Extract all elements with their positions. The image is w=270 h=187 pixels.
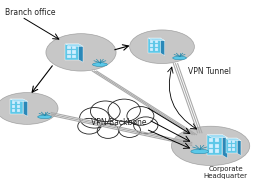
Bar	[65, 44, 79, 60]
Polygon shape	[79, 44, 83, 62]
Circle shape	[108, 99, 140, 122]
Bar	[215, 138, 219, 142]
Polygon shape	[23, 99, 28, 116]
Circle shape	[80, 108, 109, 128]
Bar	[209, 149, 213, 153]
Bar	[67, 55, 71, 58]
Polygon shape	[148, 38, 165, 41]
Polygon shape	[226, 138, 241, 141]
Bar	[228, 144, 231, 147]
Bar	[72, 46, 76, 49]
Polygon shape	[237, 138, 241, 156]
Bar	[209, 144, 213, 148]
Ellipse shape	[173, 56, 186, 60]
Polygon shape	[10, 99, 28, 101]
Bar	[232, 140, 235, 143]
Bar	[150, 48, 153, 51]
Circle shape	[127, 107, 154, 125]
Circle shape	[90, 101, 120, 122]
Bar	[155, 40, 158, 43]
Bar	[12, 109, 15, 112]
Ellipse shape	[191, 149, 209, 154]
Bar	[228, 140, 231, 143]
Circle shape	[119, 122, 140, 137]
Bar	[215, 144, 219, 148]
Text: VPN Backbone: VPN Backbone	[91, 118, 147, 127]
Polygon shape	[65, 44, 83, 46]
Polygon shape	[207, 135, 227, 138]
Ellipse shape	[0, 93, 58, 124]
Bar	[17, 105, 20, 108]
Polygon shape	[222, 135, 227, 158]
Bar	[155, 48, 158, 51]
Bar	[10, 99, 23, 114]
Text: Branch office: Branch office	[5, 8, 56, 17]
Bar	[67, 50, 71, 54]
Bar	[150, 40, 153, 43]
Bar	[72, 55, 76, 58]
Bar	[232, 148, 235, 151]
Ellipse shape	[46, 34, 116, 71]
Bar	[150, 44, 153, 47]
Bar	[17, 109, 20, 112]
Ellipse shape	[92, 63, 107, 66]
Bar	[72, 50, 76, 54]
Bar	[148, 38, 161, 53]
Bar	[228, 148, 231, 151]
Bar	[207, 135, 222, 155]
Bar	[215, 149, 219, 153]
Ellipse shape	[38, 115, 51, 119]
Text: VPN Tunnel: VPN Tunnel	[188, 67, 231, 76]
Bar	[155, 44, 158, 47]
Text: Corporate
Headquarter: Corporate Headquarter	[204, 166, 247, 180]
Bar	[232, 144, 235, 147]
Bar	[226, 138, 237, 153]
Circle shape	[97, 123, 119, 138]
Bar	[12, 101, 15, 104]
Circle shape	[134, 117, 158, 134]
Ellipse shape	[130, 30, 194, 64]
Bar	[209, 138, 213, 142]
Bar	[12, 105, 15, 108]
Ellipse shape	[171, 126, 250, 165]
Polygon shape	[161, 38, 165, 56]
Circle shape	[78, 118, 100, 134]
Bar	[67, 46, 71, 49]
Bar	[17, 101, 20, 104]
